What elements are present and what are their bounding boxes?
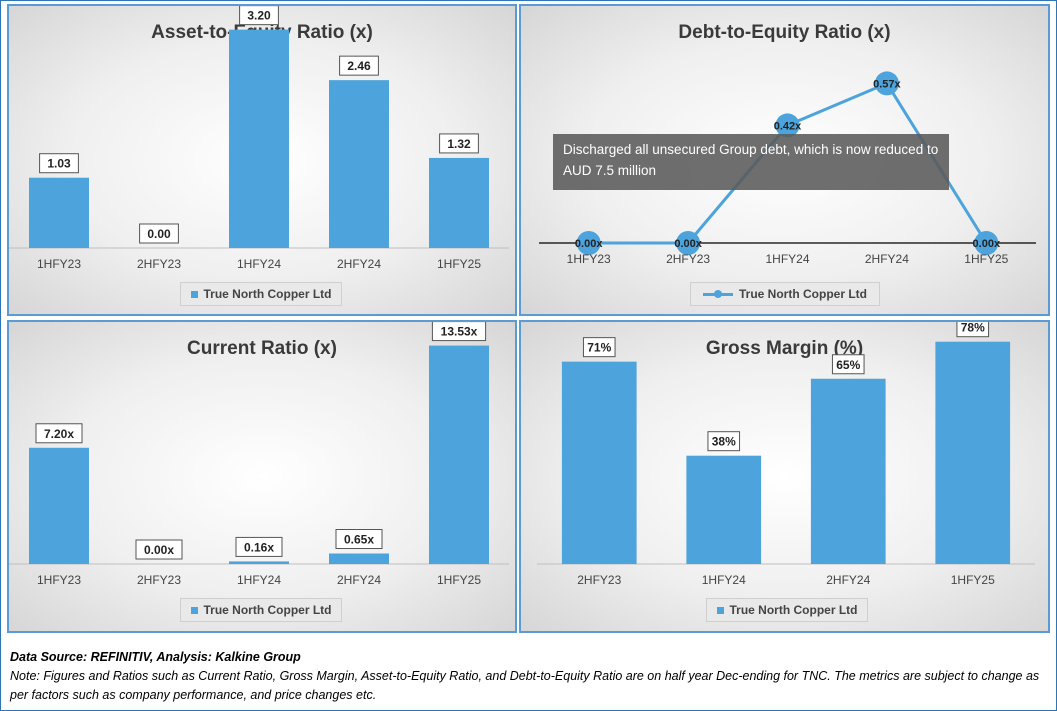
bar [229, 561, 289, 564]
chart-annotation: Discharged all unsecured Group debt, whi… [553, 134, 949, 190]
legend-swatch [703, 289, 733, 299]
x-tick-label: 1HFY25 [964, 252, 1008, 266]
chart-legend: True North Copper Ltd [706, 598, 868, 622]
x-tick-label: 1HFY24 [765, 252, 809, 266]
asset-to-equity-panel: Asset-to-Equity Ratio (x) 1.03 1HFY23 0.00… [7, 4, 517, 316]
gross-margin-panel: Gross Margin (%) 71% 2HFY23 38% 1HFY24 65% 2H… [519, 320, 1050, 633]
chart-legend: True North Copper Ltd [180, 598, 342, 622]
data-label: 0.00 [147, 227, 171, 241]
x-tick-label: 2HFY23 [666, 252, 710, 266]
data-label-box [335, 529, 383, 550]
x-tick-label: 2HFY24 [337, 573, 381, 587]
data-label: 0.42x [774, 120, 802, 132]
data-label-box [35, 423, 83, 444]
data-label: 3.20 [247, 9, 271, 23]
legend-label: True North Copper Ltd [729, 603, 858, 617]
bar [561, 361, 637, 564]
data-label-box [239, 6, 279, 26]
x-tick-label: 1HFY23 [37, 257, 81, 271]
x-tick-label: 2HFY24 [865, 252, 909, 266]
data-label-box [135, 539, 183, 560]
data-label: 38% [712, 435, 736, 449]
chart-title: Debt-to-Equity Ratio (x) [678, 22, 891, 43]
x-tick-label: 1HFY24 [702, 573, 746, 587]
data-point [576, 231, 601, 255]
data-label: 1.32 [447, 137, 471, 151]
data-label-box [956, 322, 990, 338]
legend-swatch [190, 290, 198, 298]
data-label: 65% [836, 358, 860, 372]
data-point [974, 231, 999, 255]
data-label: 0.00x [973, 238, 1001, 250]
chart-legend: True North Copper Ltd [180, 282, 342, 306]
x-tick-label: 1HFY25 [437, 573, 481, 587]
gross-margin-chart: 71% 2HFY23 38% 1HFY24 65% 2HFY24 78% 1HFY25 [537, 322, 1035, 587]
data-label-box [235, 536, 283, 557]
data-label-box [39, 153, 79, 174]
x-tick-label: 1HFY24 [237, 573, 281, 587]
legend-swatch [716, 606, 724, 614]
footer-notes: Data Source: REFINITIV, Analysis: Kalkin… [10, 648, 1050, 705]
x-tick-label: 1HFY25 [437, 257, 481, 271]
debt-to-equity-chart: 0.00x 1HFY23 0.00x 2HFY23 0.42x 1HFY24 0.57x 2H… [539, 71, 1036, 266]
data-label: 13.53x [441, 325, 478, 339]
x-tick-label: 1HFY23 [567, 252, 611, 266]
x-tick-label: 2HFY24 [337, 257, 381, 271]
data-label: 7.20x [44, 427, 74, 441]
data-label: 0.16x [244, 540, 274, 554]
data-label-box [831, 354, 865, 375]
legend-label: True North Copper Ltd [203, 603, 332, 617]
data-point [775, 113, 800, 138]
legend-label: True North Copper Ltd [739, 287, 867, 301]
asset-to-equity-chart: 1.03 1HFY23 0.00 2HFY23 3.20 1HFY24 2.46 2HFY24… [9, 6, 509, 271]
footnote: Note: Figures and Ratios such as Current… [10, 669, 1040, 702]
x-tick-label: 1HFY25 [951, 573, 995, 587]
data-label-box [439, 133, 479, 154]
data-source: Data Source: REFINITIV, Analysis: Kalkin… [10, 650, 301, 664]
data-point [874, 71, 899, 96]
x-tick-label: 2HFY23 [137, 573, 181, 587]
data-label: 78% [961, 322, 985, 335]
data-label-box [707, 431, 741, 452]
bar [810, 378, 886, 564]
legend-swatch [190, 606, 198, 614]
x-tick-label: 2HFY23 [137, 257, 181, 271]
chart-title: Current Ratio (x) [187, 338, 337, 359]
bar [429, 345, 489, 564]
bar [329, 80, 389, 248]
x-tick-label: 1HFY23 [37, 573, 81, 587]
data-label: 71% [587, 341, 611, 355]
bar [935, 341, 1011, 564]
data-label-box [339, 55, 379, 76]
data-point [676, 231, 701, 255]
bar [29, 447, 89, 564]
current-ratio-chart: 7.20x 1HFY23 0.00x 2HFY23 0.16x 1HFY24 0.65x 2H… [9, 322, 509, 587]
data-label-box [139, 223, 179, 244]
x-tick-label: 2HFY23 [577, 573, 621, 587]
bar [686, 455, 762, 564]
x-tick-label: 2HFY24 [826, 573, 870, 587]
bar [229, 29, 289, 248]
data-label-box [582, 337, 616, 358]
data-label: 0.00x [144, 543, 174, 557]
data-label: 0.00x [674, 238, 702, 250]
bar [429, 157, 489, 248]
debt-to-equity-panel: Debt-to-Equity Ratio (x) 0.00x 1HFY23 0.00… [519, 4, 1050, 316]
data-label: 0.65x [344, 533, 374, 547]
data-label-box [431, 322, 487, 342]
chart-title: Gross Margin (%) [705, 338, 864, 359]
data-label: 2.46 [347, 59, 371, 73]
current-ratio-panel: Current Ratio (x) 7.20x 1HFY23 0.00x 2HFY23… [7, 320, 517, 633]
data-label: 0.57x [873, 78, 901, 90]
bar [29, 177, 89, 248]
bar [329, 553, 389, 564]
data-label: 0.00x [575, 238, 603, 250]
legend-label: True North Copper Ltd [203, 287, 332, 301]
chart-legend: True North Copper Ltd [690, 282, 880, 306]
x-tick-label: 1HFY24 [237, 257, 281, 271]
data-label: 1.03 [47, 157, 71, 171]
